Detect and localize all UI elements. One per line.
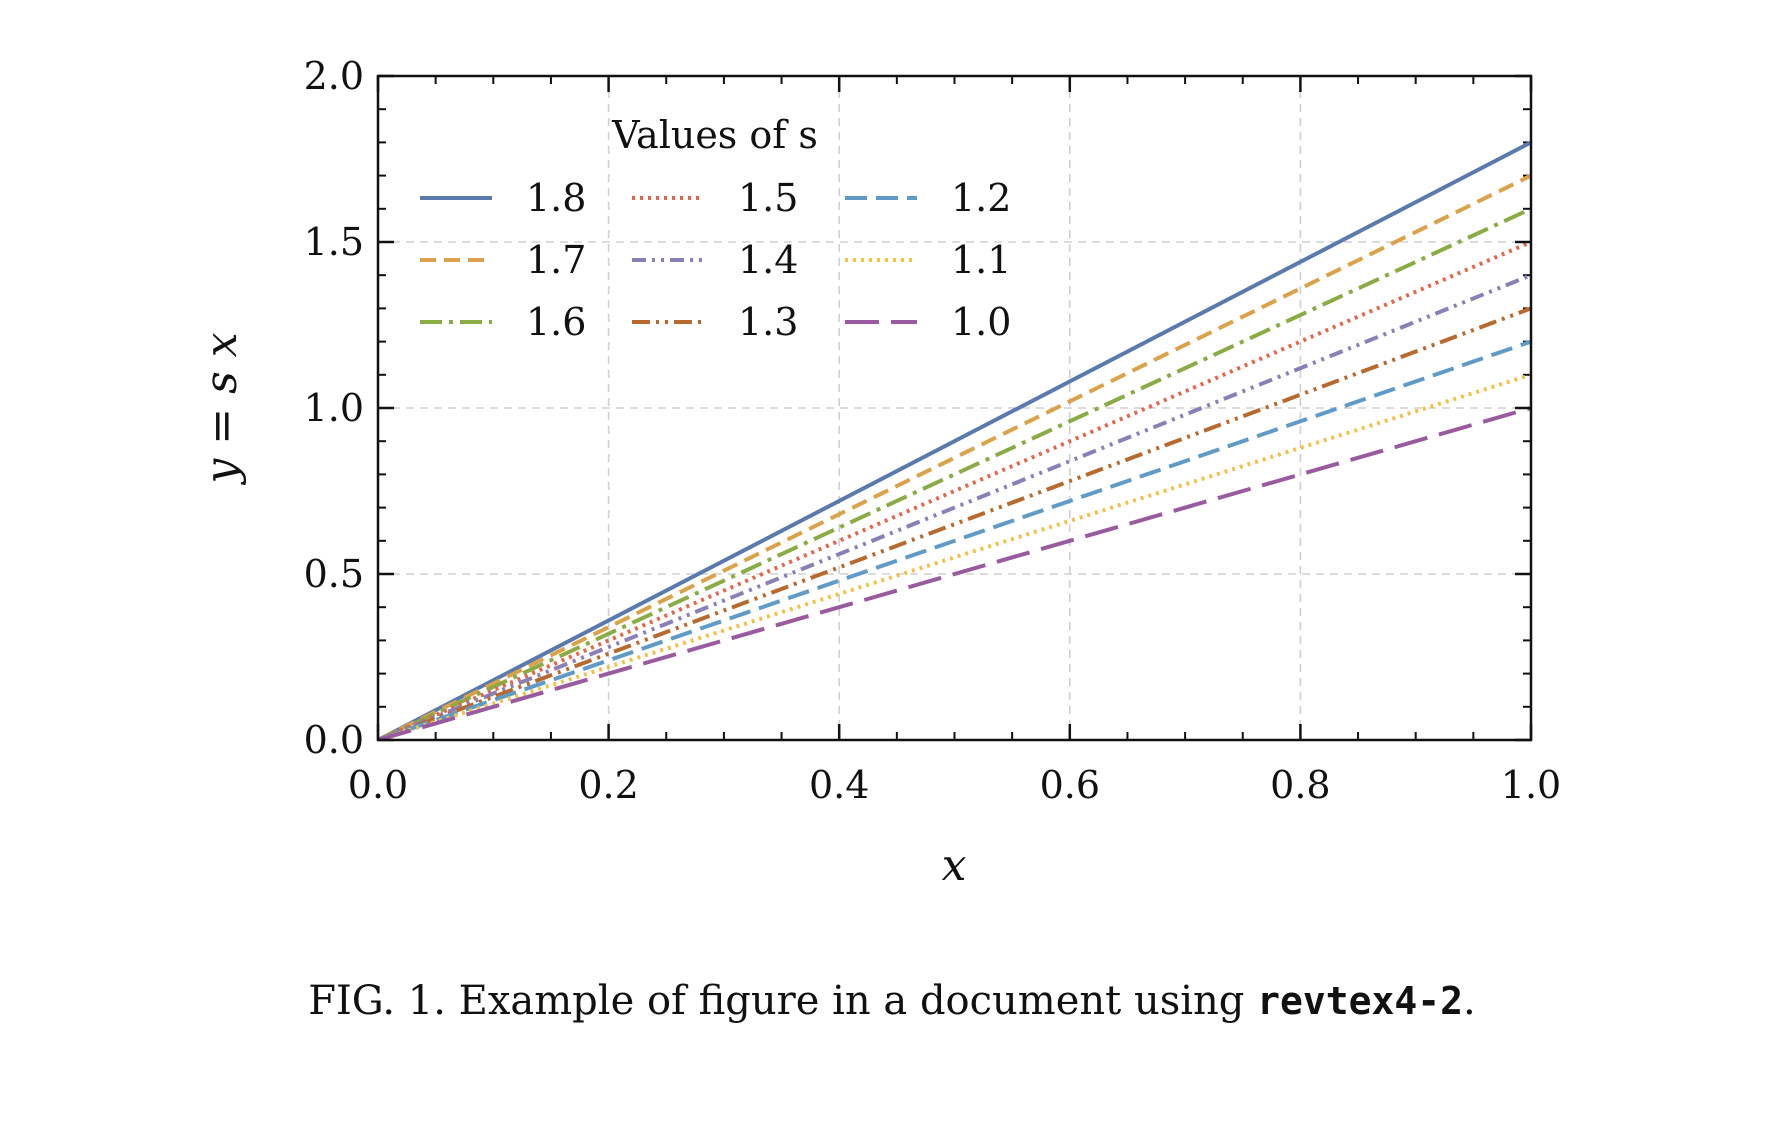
- legend: Values of s 1.8 1.7 1.6 1.5 1.4 1.3 1.2 1.1 1.0: [420, 113, 1011, 344]
- legend-label: 1.8: [526, 176, 586, 220]
- y-tick-label: 0.5: [304, 552, 364, 596]
- x-tick-label: 0.6: [1040, 763, 1100, 807]
- legend-label: 1.5: [738, 176, 798, 220]
- x-tick-label: 0.2: [578, 763, 638, 807]
- y-tick-label: 2.0: [304, 54, 364, 98]
- legend-label: 1.3: [738, 300, 798, 344]
- legend-title: Values of s: [611, 113, 818, 157]
- figure-caption: FIG. 1. Example of figure in a document …: [0, 978, 1784, 1024]
- x-axis-label: x: [942, 840, 967, 891]
- caption-prefix: FIG. 1. Example of figure in a document …: [308, 978, 1258, 1024]
- y-tick-label: 1.0: [304, 386, 364, 430]
- caption-suffix: .: [1463, 978, 1476, 1024]
- legend-label: 1.0: [951, 300, 1011, 344]
- series-line: [378, 273, 1531, 740]
- caption-code: revtex4-2: [1257, 979, 1464, 1023]
- series-line: [378, 406, 1531, 740]
- x-tick-label: 0.0: [348, 763, 408, 807]
- y-tick-label: 1.5: [304, 220, 364, 264]
- x-tick-label: 0.4: [809, 763, 869, 807]
- legend-label: 1.7: [526, 238, 586, 282]
- y-tick-label: 0.0: [304, 718, 364, 762]
- x-tick-label: 0.8: [1270, 763, 1330, 807]
- series-line: [378, 173, 1531, 740]
- tick-labels: 0.0 0.2 0.4 0.6 0.8 1.0 0.0 0.5 1.0 1.5 2.0: [304, 54, 1562, 807]
- series-line: [378, 306, 1531, 740]
- series-lines: [378, 140, 1531, 740]
- series-line: [378, 339, 1531, 740]
- legend-label: 1.2: [951, 176, 1011, 220]
- series-line: [378, 372, 1531, 740]
- series-line: [378, 140, 1531, 740]
- legend-label: 1.4: [738, 238, 798, 282]
- x-tick-label: 1.0: [1501, 763, 1561, 807]
- legend-label: 1.6: [526, 300, 586, 344]
- major-ticks: [376, 74, 1533, 742]
- y-axis-label: y = s x: [196, 332, 247, 485]
- minor-ticks: [378, 76, 1531, 740]
- legend-label: 1.1: [951, 238, 1011, 282]
- series-line: [378, 206, 1531, 740]
- series-line: [378, 240, 1531, 740]
